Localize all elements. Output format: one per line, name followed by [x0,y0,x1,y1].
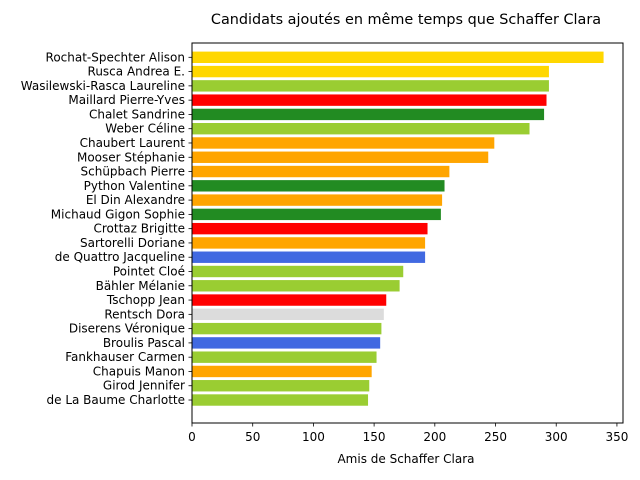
bar [192,137,495,149]
bar [192,294,387,306]
chart-title: Candidats ajoutés en même temps que Scha… [211,12,601,28]
y-tick-label: Broulis Pascal [103,336,185,350]
bar [192,94,547,106]
y-tick-label: de Quattro Jacqueline [55,250,185,264]
bar [192,80,549,92]
y-tick-label: Chaubert Laurent [80,136,186,150]
x-tick-label: 350 [605,430,628,444]
bar [192,151,489,163]
y-tick-label: Weber Céline [105,122,185,136]
y-tick-label: Mooser Stéphanie [77,150,185,164]
x-tick-label: 0 [188,430,196,444]
bar [192,380,370,392]
bar [192,280,400,292]
bar [192,123,530,135]
bar [192,365,372,378]
y-tick-label: Chalet Sandrine [89,107,185,121]
y-tick-label: Girod Jennifer [103,379,185,393]
y-tick-label: El Din Alexandre [86,193,185,207]
x-tick-label: 150 [363,430,386,444]
x-axis-ticks: 0 50 100 150 200 250 300 350 [188,423,628,444]
bars-group [192,51,604,406]
y-tick-label: Fankhauser Carmen [65,350,185,364]
y-tick-label: Tschopp Jean [106,293,185,307]
bar [192,265,404,278]
x-tick-label: 300 [545,430,568,444]
plot-frame [191,42,624,424]
bar [192,222,428,235]
y-tick-label: Pointet Cloé [113,265,185,279]
y-tick-label: Chapuis Manon [93,364,185,378]
x-tick-label: 250 [484,430,507,444]
y-tick-label: Maillard Pierre-Yves [68,93,185,107]
y-tick-label: de La Baume Charlotte [47,393,186,407]
x-tick-label: 200 [423,430,446,444]
y-tick-label: Wasilewski-Rasca Laureline [21,79,185,93]
y-tick-label: Rochat-Spechter Alison [46,50,185,64]
x-tick-label: 50 [245,430,260,444]
bar [192,208,441,221]
bar [192,337,381,349]
bar [192,65,549,78]
y-tick-label: Michaud Gigon Sophie [51,207,185,221]
bar [192,394,369,406]
x-tick-label: 100 [302,430,325,444]
y-tick-label: Rusca Andrea E. [88,65,185,79]
y-tick-label: Rentsch Dora [104,307,185,321]
bar [192,237,426,249]
y-tick-label: Schüpbach Pierre [81,165,186,179]
y-tick-label: Python Valentine [84,179,185,193]
bar [192,251,426,263]
y-tick-label: Bähler Mélanie [96,279,185,293]
y-tick-label: Crottaz Brigitte [93,222,185,236]
bar [192,165,450,178]
bar [192,180,445,192]
y-tick-label: Sartorelli Doriane [80,236,185,250]
bar [192,322,382,335]
bar [192,351,377,363]
bar [192,308,384,321]
bar [192,51,604,63]
y-tick-label: Diserens Véronique [69,322,185,336]
x-axis-label: Amis de Schaffer Clara [337,452,474,466]
bar [192,108,545,121]
bar [192,194,443,206]
